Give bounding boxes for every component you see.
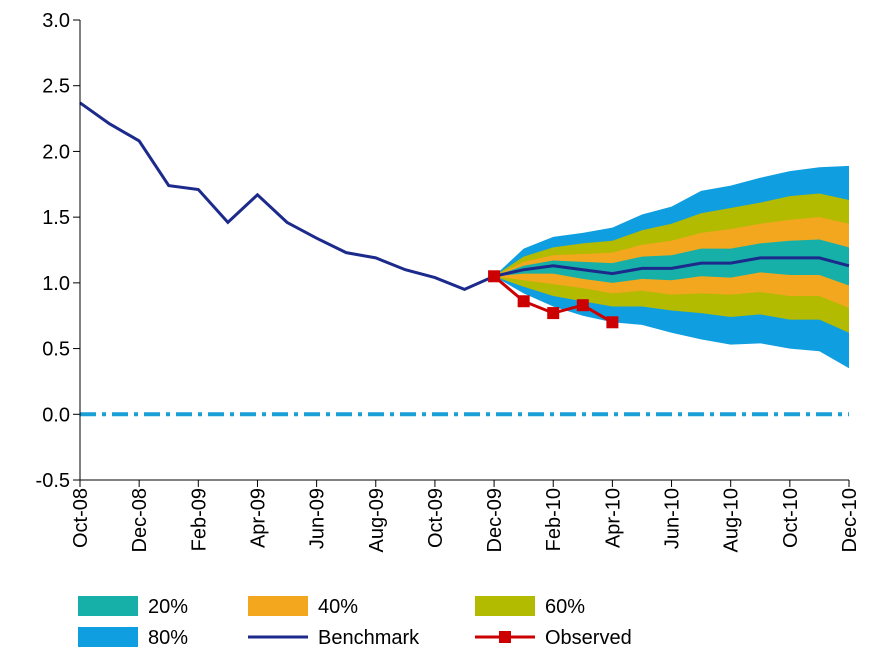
legend-label: Observed	[545, 627, 632, 649]
y-tick-label: 0.5	[42, 339, 70, 361]
x-tick-label: Aug-10	[721, 488, 743, 553]
y-tick-label: 1.5	[42, 207, 70, 229]
x-tick-label: Aug-09	[366, 488, 388, 553]
y-tick-label: 1.0	[42, 273, 70, 295]
x-tick-label: Jun-10	[662, 488, 684, 549]
x-tick-label: Feb-10	[543, 488, 565, 551]
series-line	[79, 101, 850, 292]
marker	[488, 270, 501, 283]
fan-band	[494, 239, 849, 286]
marker	[547, 307, 560, 320]
legend-swatch	[248, 596, 308, 616]
legend-label: 20%	[148, 596, 188, 618]
x-tick-label: Oct-08	[70, 488, 92, 548]
marker	[576, 299, 589, 312]
y-tick-label: 2.5	[42, 76, 70, 98]
legend-swatch	[475, 596, 535, 616]
legend-swatch	[78, 596, 138, 616]
y-tick-label: 0.0	[42, 404, 70, 426]
x-tick-label: Oct-10	[780, 488, 802, 548]
x-tick-label: Apr-09	[247, 488, 269, 548]
y-tick-label: 2.0	[42, 141, 70, 163]
x-tick-label: Dec-10	[839, 488, 861, 552]
y-tick-label: 3.0	[42, 10, 70, 32]
legend-label: 60%	[545, 596, 585, 618]
marker	[606, 316, 619, 329]
legend-label: 40%	[318, 596, 358, 618]
x-tick-label: Apr-10	[602, 488, 624, 548]
legend-swatch	[78, 627, 138, 647]
marker	[517, 295, 530, 308]
x-tick-label: Oct-09	[425, 488, 447, 548]
x-tick-label: Jun-09	[307, 488, 329, 549]
legend-label: 80%	[148, 627, 188, 649]
legend-label: Benchmark	[318, 627, 420, 649]
x-tick-label: Dec-09	[484, 488, 506, 552]
y-tick-label: -0.5	[36, 470, 70, 492]
x-tick-label: Feb-09	[188, 488, 210, 551]
legend-marker	[499, 631, 511, 643]
x-tick-label: Dec-08	[129, 488, 151, 552]
